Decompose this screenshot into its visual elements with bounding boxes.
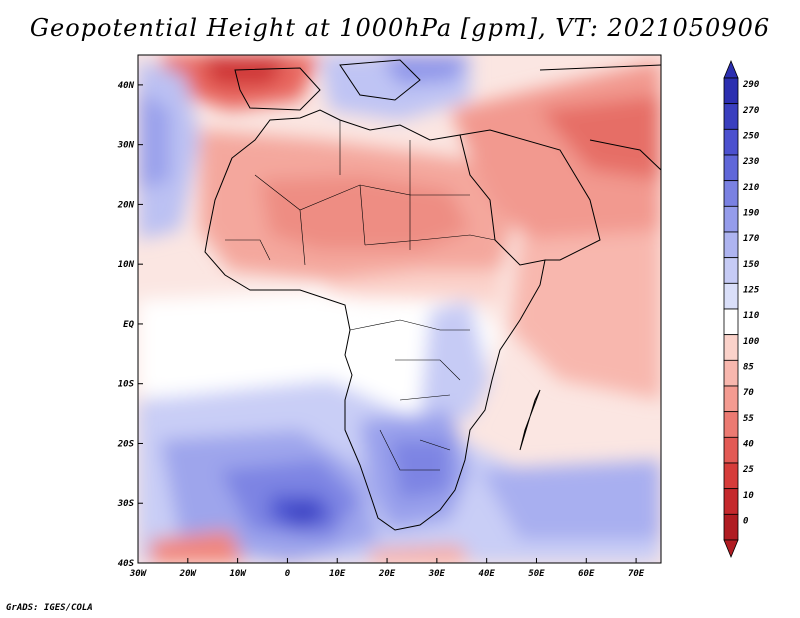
colorbar-label: 170 [743, 234, 760, 244]
colorbar-segment [723, 513, 739, 541]
y-tick-label: 30S [117, 499, 135, 509]
colorbar-segment [723, 180, 739, 207]
y-tick-label: 10S [118, 380, 135, 390]
colorbar-segment [723, 436, 739, 464]
x-axis: 30W 20W 10W 0 10E 20E 30E 40E 50E 60E 70E [129, 558, 645, 579]
colorbar-segment [723, 205, 739, 233]
x-tick-label: 30E [428, 569, 446, 579]
x-tick-label: 20W [179, 569, 198, 579]
y-tick-label: 40S [118, 559, 135, 569]
colorbar: 2902702502302101901701501251101008570554… [723, 59, 760, 559]
colorbar-label: 0 [743, 516, 749, 526]
colorbar-segment [723, 154, 739, 182]
colorbar-label: 290 [742, 80, 760, 90]
x-tick-label: 70E [628, 569, 645, 579]
colorbar-segment [723, 231, 739, 259]
colorbar-segment [723, 282, 739, 310]
colorbar-segment [723, 257, 739, 284]
colorbar-label: 125 [743, 285, 760, 295]
coastlines [204, 59, 661, 531]
y-tick-label: 30N [117, 141, 135, 151]
colorbar-label: 270 [742, 106, 760, 116]
y-tick-label: 20N [117, 200, 135, 210]
x-tick-label: 10W [229, 569, 247, 579]
colorbar-label: 55 [743, 414, 754, 424]
x-tick-label: 20E [378, 569, 396, 579]
colorbar-label: 110 [743, 311, 760, 321]
colorbar-label: 210 [742, 183, 760, 193]
colorbar-segment [723, 334, 739, 361]
map-frame [137, 54, 662, 564]
colorbar-label: 40 [743, 439, 754, 449]
y-tick-label: EQ [123, 320, 134, 330]
colorbar-top-arrow [723, 59, 739, 79]
colorbar-label: 100 [743, 337, 760, 347]
colorbar-label: 150 [743, 260, 760, 270]
colorbar-segment [723, 77, 739, 105]
colorbar-segment [723, 411, 739, 438]
colorbar-segment [723, 359, 739, 387]
x-tick-label: 50E [528, 569, 545, 579]
borders [225, 120, 496, 471]
colorbar-segment [723, 128, 739, 156]
geopotential-field [138, 55, 661, 563]
credit-label: GrADS: IGES/COLA [6, 603, 93, 613]
colorbar-bottom-arrow [723, 539, 739, 559]
colorbar-segment [723, 385, 739, 413]
colorbar-label: 190 [743, 208, 760, 218]
y-tick-label: 20S [117, 439, 135, 449]
x-tick-label: 60E [578, 569, 595, 579]
colorbar-label: 10 [743, 491, 754, 501]
y-tick-label: 10N [118, 260, 135, 270]
colorbar-segment [723, 488, 739, 515]
x-tick-label: 0 [285, 569, 291, 579]
x-tick-label: 30W [129, 569, 148, 579]
colorbar-label: 70 [743, 388, 754, 398]
colorbar-label: 85 [743, 362, 754, 372]
chart-title: Geopotential Height at 1000hPa [gpm], VT… [29, 14, 771, 42]
colorbar-segment [723, 462, 739, 490]
colorbar-segment [723, 103, 739, 130]
x-tick-label: 40E [479, 569, 496, 579]
colorbar-label: 25 [742, 465, 754, 475]
colorbar-segment [723, 308, 739, 336]
colorbar-label: 230 [742, 157, 760, 167]
y-tick-label: 40N [118, 81, 135, 91]
x-tick-label: 10E [329, 569, 346, 579]
y-axis: 40S 30S 20S 10S EQ 10N 20N 30N 40N [117, 81, 143, 569]
colorbar-label: 250 [742, 131, 760, 141]
